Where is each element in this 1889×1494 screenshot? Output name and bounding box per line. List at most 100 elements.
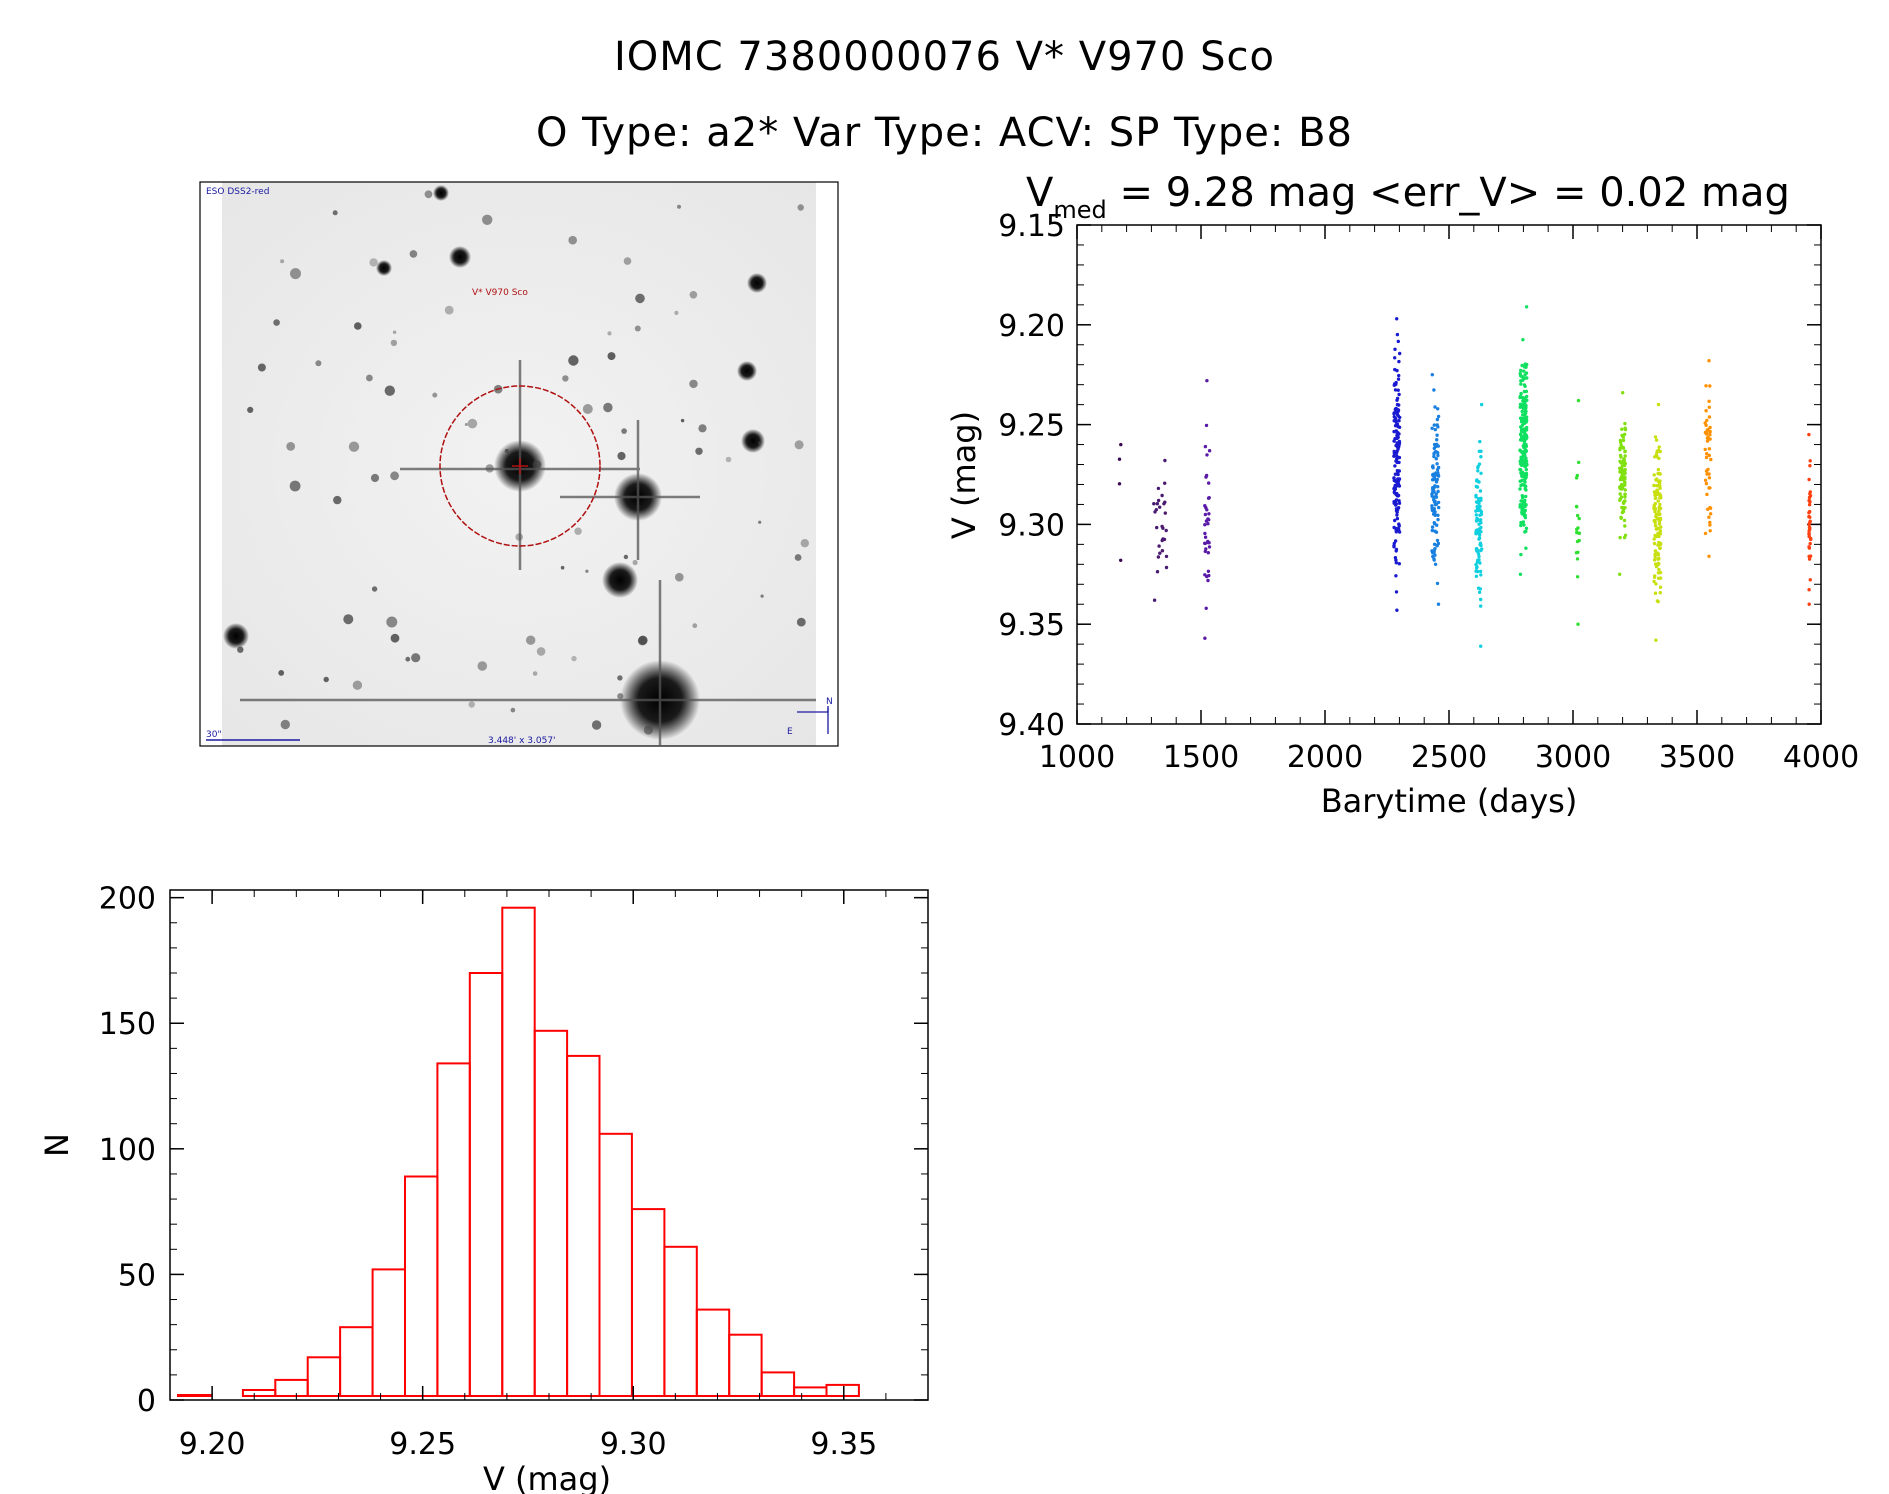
data-point (1523, 459, 1527, 463)
data-point (1621, 508, 1626, 512)
data-point (1808, 490, 1813, 494)
histogram-plot: 9.20 9.25 9.30 9.35 0 50 100 150 200 V (mag) N (38, 882, 929, 1494)
star (635, 293, 645, 304)
data-point (1432, 452, 1436, 456)
data-point (1156, 555, 1161, 559)
data-point (1394, 443, 1398, 448)
data-point (1656, 556, 1661, 560)
histogram-bar (306, 1356, 342, 1398)
data-point (1653, 502, 1658, 506)
data-point (1479, 573, 1483, 577)
y-tick-label: 0 (137, 1384, 156, 1419)
x-tick-label: 2000 (1287, 740, 1363, 775)
data-point (1432, 507, 1437, 511)
data-point (1478, 513, 1482, 517)
data-point (1152, 502, 1156, 506)
star (405, 656, 411, 662)
data-point (1476, 469, 1480, 473)
finder-stars (223, 185, 809, 740)
data-point (1520, 395, 1525, 400)
data-point (1392, 501, 1396, 505)
data-point (1524, 546, 1528, 550)
data-point (1164, 528, 1168, 533)
data-point (1520, 510, 1524, 515)
data-point (1395, 407, 1400, 412)
data-point (1523, 411, 1528, 415)
data-point (1393, 556, 1398, 560)
histogram-bar (793, 1386, 828, 1398)
data-point (1436, 414, 1441, 419)
data-point (1807, 529, 1811, 533)
data-point (1163, 481, 1167, 485)
data-point (1433, 562, 1438, 566)
data-point (1576, 526, 1580, 530)
data-point (1395, 510, 1399, 514)
data-point (1524, 471, 1529, 476)
data-point (1808, 554, 1813, 558)
x-tick-label: 9.25 (389, 1427, 456, 1462)
data-point (1525, 362, 1529, 367)
data-point (1397, 455, 1402, 460)
data-point (1157, 544, 1161, 548)
data-point (1808, 519, 1812, 523)
data-point (1436, 500, 1441, 505)
star (607, 352, 616, 361)
data-point (1524, 415, 1529, 419)
data-point (1709, 457, 1713, 462)
data-point (1433, 513, 1437, 517)
data-point (1206, 522, 1210, 526)
chart-title-line1: IOMC 7380000076 V* V970 Sco (613, 34, 1275, 80)
star (290, 268, 301, 280)
finder-chart: ESO DSS2-red V* V970 Sco 30" 3.448' x 3.… (199, 181, 839, 747)
data-point (1621, 445, 1625, 450)
data-point (1652, 541, 1657, 546)
data-point (1620, 474, 1624, 479)
data-point (1656, 499, 1660, 503)
data-point (1476, 586, 1481, 590)
y-tick-label: 9.30 (998, 508, 1065, 543)
data-point (1656, 526, 1661, 530)
data-point (1398, 351, 1402, 356)
star (409, 250, 418, 258)
data-point (1163, 511, 1168, 515)
histogram-bar (404, 1175, 439, 1397)
data-point (1204, 475, 1208, 479)
data-point (1207, 481, 1211, 485)
data-point (1207, 512, 1211, 516)
data-point (1430, 373, 1435, 377)
data-point (1523, 480, 1527, 484)
histogram-bar (177, 1394, 212, 1397)
data-point (1397, 530, 1402, 534)
y-tick-label: 100 (99, 1133, 156, 1168)
data-point (1432, 485, 1437, 489)
data-point (1807, 477, 1811, 482)
data-point (1395, 396, 1400, 401)
star (747, 273, 767, 293)
y-tick-label: 9.20 (998, 309, 1065, 344)
data-point (1519, 523, 1523, 528)
data-point (1393, 424, 1398, 428)
data-point (1436, 513, 1440, 517)
data-point (1158, 551, 1162, 555)
data-point (1207, 496, 1211, 500)
star (602, 562, 638, 598)
data-point (1393, 491, 1397, 495)
star (376, 260, 392, 276)
histogram-bar (825, 1383, 860, 1398)
compass-icon (797, 706, 829, 734)
x-tick-label: 9.20 (179, 1427, 246, 1462)
data-point (1435, 471, 1440, 475)
data-point (1621, 435, 1626, 439)
histogram-bar (695, 1308, 731, 1397)
data-point (1807, 532, 1811, 536)
star (585, 569, 589, 573)
data-point (1430, 426, 1434, 430)
data-point (1703, 531, 1708, 536)
data-point (1397, 439, 1402, 444)
star (800, 539, 809, 548)
data-point (1521, 338, 1525, 342)
data-point (1525, 376, 1529, 380)
star (737, 361, 757, 381)
histogram-bar (598, 1132, 633, 1398)
histogram-bar (631, 1208, 666, 1397)
